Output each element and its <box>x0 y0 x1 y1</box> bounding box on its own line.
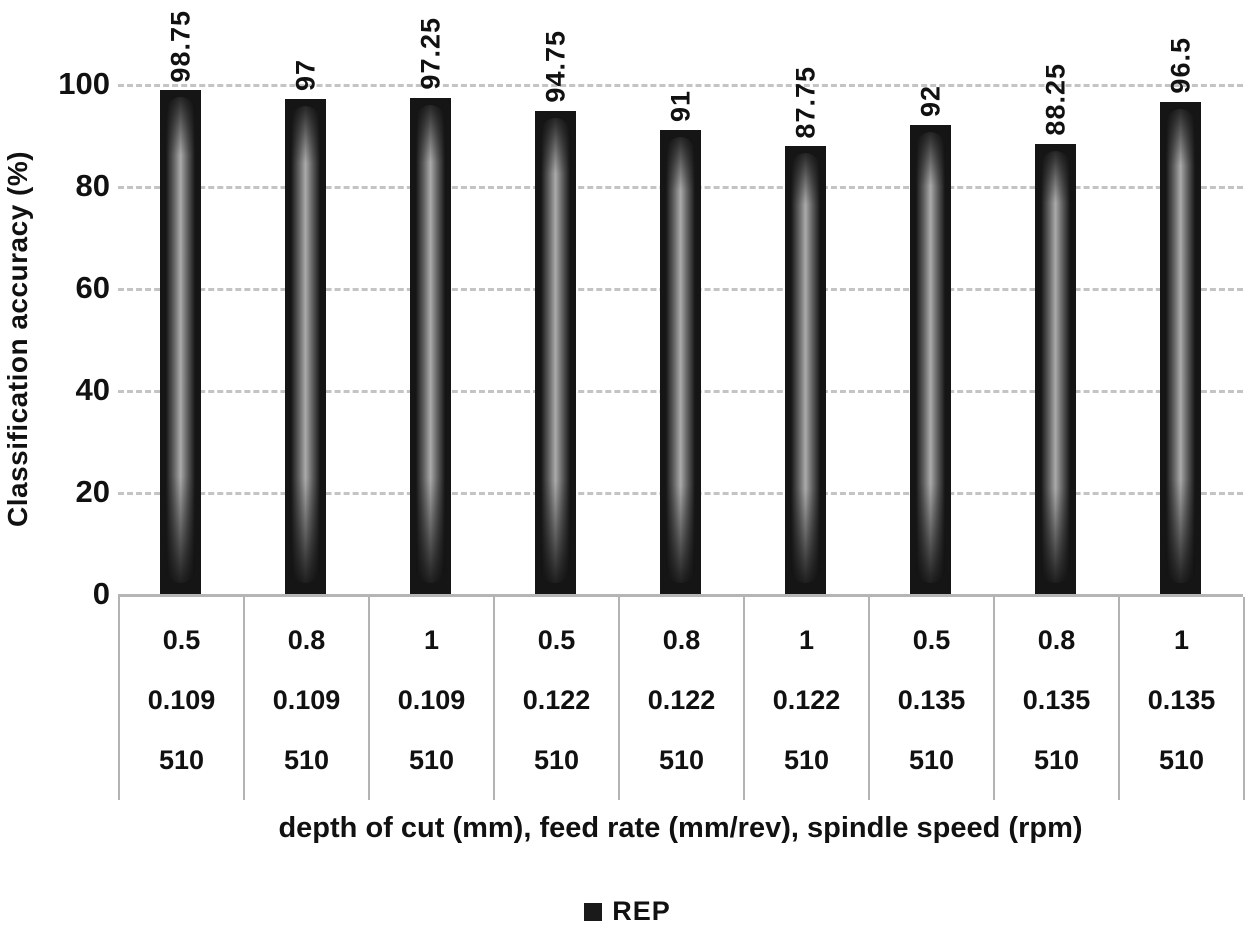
bar-core <box>166 97 195 583</box>
category-cell-r2-c6: 0.122 <box>772 684 841 715</box>
category-cell-r1-c8: 0.8 <box>1037 625 1076 656</box>
category-column-8: 0.8 0.135 510 <box>995 597 1120 800</box>
category-cell-r1-c6: 1 <box>798 625 815 656</box>
category-cell-r1-c4: 0.5 <box>537 625 576 656</box>
bar-value-label-1: 98.75 <box>165 9 195 83</box>
bar-4 <box>535 110 576 594</box>
category-cell-r2-c2: 0.109 <box>272 684 341 715</box>
bar-core <box>666 136 695 583</box>
category-column-9: 1 0.135 510 <box>1120 597 1245 800</box>
category-cell-r1-c5: 0.8 <box>662 625 701 656</box>
bar-core <box>1166 108 1195 583</box>
bar-core <box>291 106 320 583</box>
bar-value-label-9: 96.5 <box>1165 37 1195 94</box>
bar-value-label-5: 91 <box>665 89 695 122</box>
bar-1 <box>160 90 201 594</box>
category-cell-r3-c9: 510 <box>1158 744 1205 775</box>
category-column-4: 0.5 0.122 510 <box>495 597 620 800</box>
category-cell-r1-c2: 0.8 <box>287 625 326 656</box>
bar-core <box>541 117 570 583</box>
y-axis-title: Classification accuracy (%) <box>2 150 33 528</box>
bar-core <box>1041 150 1070 583</box>
category-cell-r2-c5: 0.122 <box>647 684 716 715</box>
category-column-1: 0.5 0.109 510 <box>120 597 245 800</box>
bar-2 <box>285 99 326 594</box>
category-cell-r3-c1: 510 <box>158 744 205 775</box>
y-tick-label-60: 60 <box>75 270 110 305</box>
category-cell-r3-c7: 510 <box>908 744 955 775</box>
bar-core <box>416 105 445 583</box>
y-tick-label-40: 40 <box>75 372 110 407</box>
bar-9 <box>1160 101 1201 594</box>
bar-6 <box>785 146 826 594</box>
category-cell-r2-c1: 0.109 <box>147 684 216 715</box>
gridline-100 <box>118 84 1243 87</box>
category-cell-r2-c7: 0.135 <box>897 684 966 715</box>
category-cell-r1-c1: 0.5 <box>162 625 201 656</box>
bar-5 <box>660 129 701 594</box>
legend: REP <box>0 896 1255 927</box>
y-tick-label-100: 100 <box>58 66 110 101</box>
plot-area: 98.75 97 97.25 94.75 91 87.75 92 88.25 96.5 <box>118 10 1243 597</box>
legend-swatch-icon <box>584 902 603 921</box>
bar-value-label-6: 87.75 <box>790 65 820 139</box>
category-column-7: 0.5 0.135 510 <box>870 597 995 800</box>
category-cell-r1-c3: 1 <box>423 625 440 656</box>
category-cell-r3-c2: 510 <box>283 744 330 775</box>
category-column-5: 0.8 0.122 510 <box>620 597 745 800</box>
category-cell-r1-c9: 1 <box>1173 625 1190 656</box>
bar-value-label-4: 94.75 <box>540 30 570 103</box>
category-cell-r3-c5: 510 <box>658 744 705 775</box>
bar-value-label-2: 97 <box>290 59 320 92</box>
bar-3 <box>410 98 451 594</box>
x-axis-title: depth of cut (mm), feed rate (mm/rev), s… <box>278 812 1083 844</box>
bar-core <box>916 131 945 583</box>
category-cell-r3-c8: 510 <box>1033 744 1080 775</box>
y-tick-label-80: 80 <box>75 168 110 203</box>
category-cell-r2-c9: 0.135 <box>1147 684 1216 715</box>
bar-value-label-8: 88.25 <box>1040 63 1070 136</box>
category-column-3: 1 0.109 510 <box>370 597 495 800</box>
bar-value-label-3: 97.25 <box>415 17 445 91</box>
legend-label: REP <box>612 896 671 926</box>
category-cell-r1-c7: 0.5 <box>912 625 951 656</box>
x-axis-category-table: 0.5 0.109 510 0.8 0.109 510 1 0.109 510 0.5 0.122 5… <box>118 597 1245 800</box>
category-cell-r3-c6: 510 <box>783 744 830 775</box>
y-tick-label-0: 0 <box>92 576 110 611</box>
category-cell-r2-c3: 0.109 <box>397 684 466 715</box>
category-cell-r3-c4: 510 <box>533 744 580 775</box>
category-column-2: 0.8 0.109 510 <box>245 597 370 800</box>
category-cell-r3-c3: 510 <box>408 744 455 775</box>
bar-core <box>791 153 820 583</box>
category-column-6: 1 0.122 510 <box>745 597 870 800</box>
bar-7 <box>910 124 951 594</box>
category-cell-r2-c4: 0.122 <box>522 684 591 715</box>
bar-value-label-7: 92 <box>915 84 945 117</box>
bar-8 <box>1035 143 1076 594</box>
category-cell-r2-c8: 0.135 <box>1022 684 1091 715</box>
y-tick-label-20: 20 <box>75 474 110 509</box>
